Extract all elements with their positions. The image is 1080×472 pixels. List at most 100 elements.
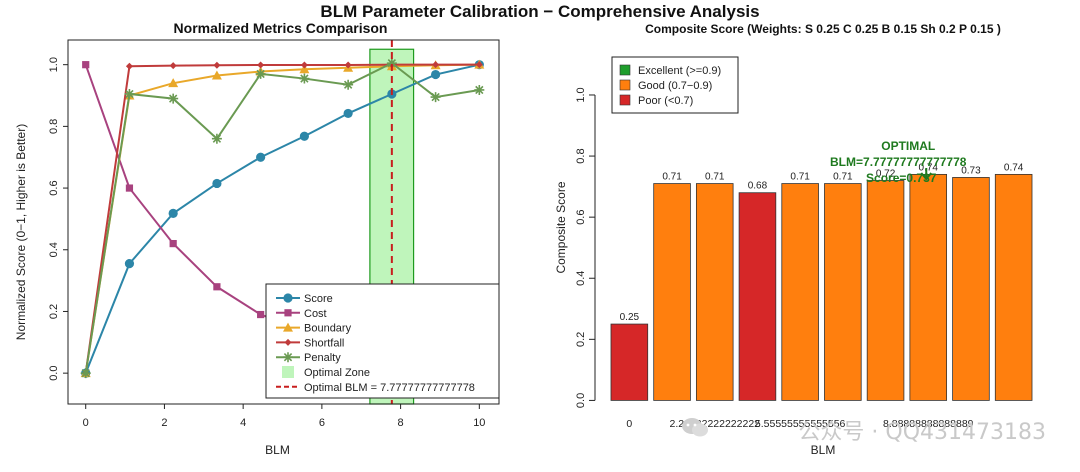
y-tick-label: 0.6 xyxy=(48,180,60,195)
y-axis-label: Composite Score xyxy=(554,181,568,273)
legend-label-cost: Cost xyxy=(304,308,327,320)
legend-label-shortfall: Shortfall xyxy=(304,337,344,349)
point-score-6 xyxy=(343,108,353,119)
bar-1 xyxy=(653,183,691,401)
x-tick-label: 0 xyxy=(83,417,89,429)
point-score-2 xyxy=(168,208,178,218)
bar-4 xyxy=(781,183,819,401)
legend-label-optimal-blm: Optimal BLM = 7.77777777777778 xyxy=(304,382,475,394)
point-boundary-2 xyxy=(168,78,179,88)
point-shortfall-2 xyxy=(169,62,177,70)
bar-3 xyxy=(738,192,777,401)
optimal-annotation-line2: BLM=7.77777777777778 xyxy=(830,155,967,169)
bar-value-label: 0.71 xyxy=(662,172,682,183)
legend-label-penalty: Penalty xyxy=(304,352,341,364)
x-tick-label: 8.88888888888889 xyxy=(883,418,974,430)
x-axis-label: BLM xyxy=(811,443,836,457)
legend-label: Excellent (>=0.9) xyxy=(638,65,721,77)
series-line-shortfall xyxy=(84,63,480,374)
legend-marker-boundary xyxy=(283,322,293,332)
point-penalty-5 xyxy=(299,73,310,84)
bar-6 xyxy=(866,180,905,401)
y-tick-label: 0.6 xyxy=(575,210,587,225)
y-tick-label: 0.0 xyxy=(575,393,587,408)
y-tick-label: 0.2 xyxy=(575,332,587,347)
legend-marker-score xyxy=(283,293,293,303)
series-line-boundary xyxy=(84,63,480,374)
y-tick-label: 1.0 xyxy=(48,57,60,72)
legend-swatch xyxy=(619,79,631,91)
figure-title: BLM Parameter Calibration − Comprehensiv… xyxy=(320,2,760,21)
legend-label: Poor (<0.7) xyxy=(638,95,693,107)
bar-0 xyxy=(610,323,649,401)
y-tick-label: 0.2 xyxy=(48,304,60,319)
bar-value-label: 0.71 xyxy=(790,172,810,183)
legend-swatch xyxy=(619,64,631,76)
bar-value-label: 0.73 xyxy=(961,165,981,176)
point-shortfall-1 xyxy=(125,62,133,70)
y-tick-label: 0.8 xyxy=(48,119,60,134)
bar-7 xyxy=(909,173,948,401)
legend-marker-penalty xyxy=(283,352,293,363)
point-boundary-3 xyxy=(211,70,222,80)
point-score-8 xyxy=(430,69,441,80)
point-shortfall-3 xyxy=(213,61,221,69)
y-tick-label: 0.0 xyxy=(48,366,60,381)
point-shortfall-6 xyxy=(344,61,352,69)
y-tick-label: 0.8 xyxy=(575,148,587,163)
legend-label: Good (0.7−0.9) xyxy=(638,80,712,92)
point-score-1 xyxy=(124,259,135,269)
point-score-3 xyxy=(212,178,222,189)
watermark: 公众号 · QQ431473183 xyxy=(798,420,1046,445)
bar-9 xyxy=(994,173,1033,401)
chart-title: Composite Score (Weights: S 0.25 C 0.25 … xyxy=(645,22,1001,36)
point-penalty-3 xyxy=(211,133,222,144)
legend-label-boundary: Boundary xyxy=(304,323,352,335)
bar-value-label: 0.72 xyxy=(876,169,896,180)
legend-swatch xyxy=(619,94,631,106)
point-penalty-1 xyxy=(124,88,135,99)
point-penalty-9 xyxy=(474,84,485,95)
point-shortfall-8 xyxy=(432,61,440,69)
point-shortfall-9 xyxy=(475,61,483,69)
point-score-4 xyxy=(256,152,266,162)
y-tick-label: 0.4 xyxy=(575,271,587,286)
optimal-annotation-line3: Score=0.737 xyxy=(866,171,937,185)
point-penalty-8 xyxy=(430,92,441,103)
y-axis-label: Normalized Score (0−1, Higher is Better) xyxy=(14,124,28,340)
bar-2 xyxy=(695,183,734,401)
series-line-score xyxy=(84,63,480,374)
x-axis-label: BLM xyxy=(265,443,290,457)
bar-value-label: 0.68 xyxy=(748,181,768,192)
point-penalty-2 xyxy=(168,93,179,104)
bar-5 xyxy=(824,183,862,401)
point-shortfall-4 xyxy=(257,61,265,69)
legend-label-optimal-zone: Optimal Zone xyxy=(304,367,370,379)
bar-value-label: 0.71 xyxy=(833,172,853,183)
point-cost-0 xyxy=(82,61,90,69)
optimal-annotation-line1: OPTIMAL xyxy=(881,139,935,153)
bar-value-label: 0.74 xyxy=(1004,162,1024,173)
legend-marker-shortfall xyxy=(284,338,292,346)
legend-label-score: Score xyxy=(304,293,333,305)
bar-8 xyxy=(952,177,990,401)
y-tick-label: 1.0 xyxy=(575,87,587,102)
series-line-penalty xyxy=(84,61,480,374)
x-tick-label: 4 xyxy=(240,417,246,429)
legend-box xyxy=(265,283,500,399)
point-penalty-4 xyxy=(255,68,266,79)
point-cost-2 xyxy=(169,239,177,248)
point-score-5 xyxy=(299,131,310,141)
plot-frame xyxy=(67,39,500,405)
wechat-icon xyxy=(682,418,708,437)
bar-value-label: 0.25 xyxy=(620,312,640,323)
x-tick-label: 5.55555555555556 xyxy=(755,418,846,430)
point-penalty-6 xyxy=(343,79,354,90)
y-tick-label: 0.4 xyxy=(48,242,60,257)
point-shortfall-5 xyxy=(300,61,308,69)
point-cost-4 xyxy=(257,310,265,319)
point-penalty-7 xyxy=(386,58,397,69)
x-tick-label: 6 xyxy=(319,417,325,429)
